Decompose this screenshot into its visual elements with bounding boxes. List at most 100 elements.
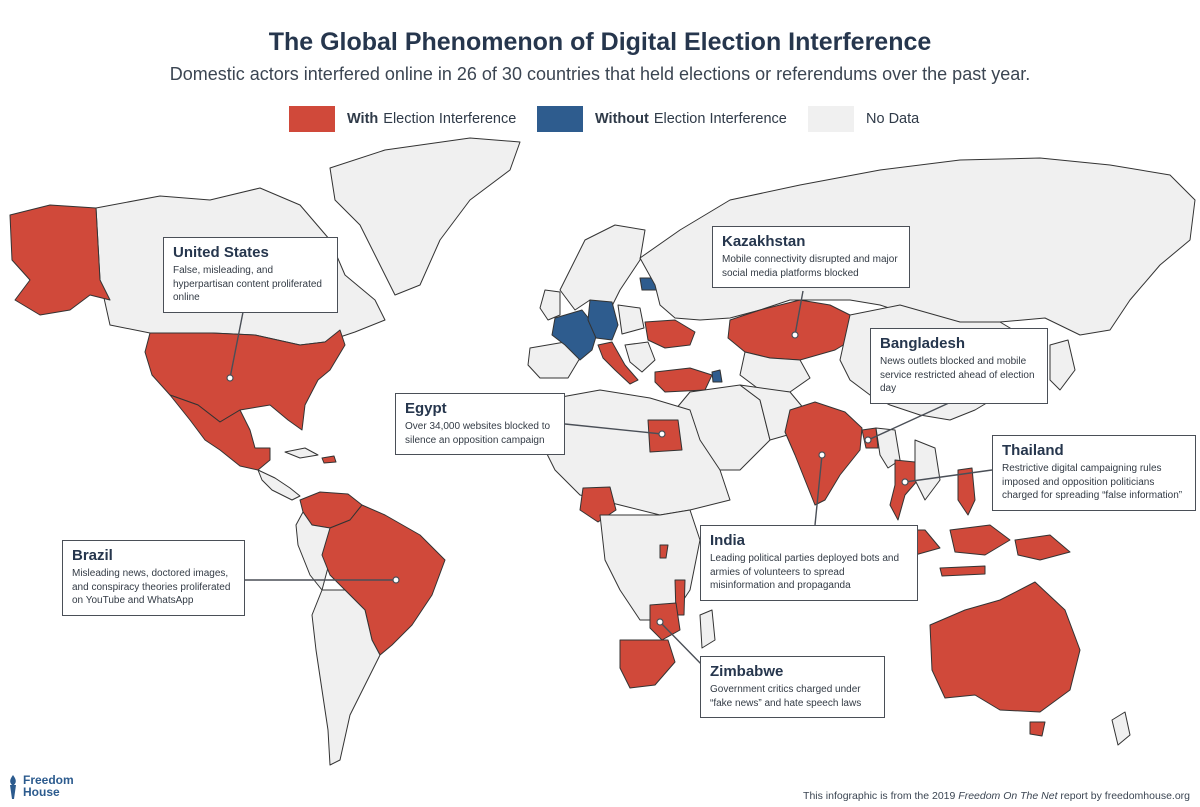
egypt — [647, 419, 683, 453]
kazakhstan-dot — [791, 331, 799, 339]
callout-brazil-text: Misleading news, doctored images, and co… — [72, 568, 231, 606]
footer-note-prefix: This infographic is from the 2019 — [803, 790, 956, 802]
logo-line-1: Freedom — [23, 773, 74, 787]
callout-zimbabwe-text: Government critics charged under “fake n… — [710, 684, 862, 709]
kazakhstan-leader — [794, 290, 804, 336]
central-asia — [739, 351, 811, 393]
central-america — [257, 469, 301, 501]
callout-brazil-title: Brazil — [72, 547, 113, 564]
zimbabwe-leader — [659, 621, 706, 669]
legend-without-text: Election Interference — [653, 111, 787, 127]
indonesia-papua — [1014, 534, 1071, 561]
callout-india: India Leading political parties deployed… — [700, 525, 918, 601]
callout-kazakhstan-title: Kazakhstan — [722, 233, 806, 250]
egypt-leader — [564, 423, 663, 435]
alaska — [9, 204, 111, 316]
south-africa — [619, 639, 676, 689]
japan — [1049, 339, 1076, 391]
madagascar — [699, 609, 716, 649]
thailand-dot — [901, 478, 909, 486]
greenland — [329, 137, 521, 296]
footer-note-suffix: report by freedomhouse.org — [1060, 790, 1190, 802]
brazil-dot — [392, 576, 400, 584]
indonesia-east — [949, 524, 1011, 556]
germany — [587, 299, 619, 341]
logo-text: Freedom House — [23, 774, 74, 798]
france — [551, 309, 599, 361]
map-subtitle: Domestic actors interfered online in 26 … — [169, 64, 1031, 84]
callout-bangladesh: Bangladesh News outlets blocked and mobi… — [870, 328, 1048, 404]
poland — [617, 304, 645, 335]
uk — [539, 289, 561, 321]
thailand — [889, 459, 919, 521]
callout-egypt: Egypt Over 34,000 websites blocked to si… — [395, 393, 565, 455]
india-leader — [814, 454, 823, 526]
legend-with-interference: With Election Interference — [289, 106, 516, 132]
legend-without-interference: Without Election Interference — [537, 106, 787, 132]
cuba — [284, 447, 319, 459]
callout-kazakhstan-text: Mobile connectivity disrupted and major … — [722, 254, 898, 279]
callout-us-text: False, misleading, and hyperpartisan con… — [173, 265, 322, 303]
thailand-leader — [904, 469, 993, 483]
armenia — [711, 369, 723, 383]
legend: With Election Interference Without Elect… — [0, 106, 1200, 132]
legend-swatch-blue — [537, 106, 583, 132]
drc-red-sliver — [659, 544, 669, 559]
callout-thailand: Thailand Restrictive digital campaigning… — [992, 435, 1196, 511]
legend-no-data-text: No Data — [866, 111, 920, 127]
callout-india-text: Leading political parties deployed bots … — [710, 553, 900, 591]
egypt-dot — [658, 430, 666, 438]
callout-zimbabwe-title: Zimbabwe — [710, 663, 784, 680]
callout-thailand-title: Thailand — [1002, 442, 1064, 459]
indochina — [914, 439, 941, 501]
map-title: The Global Phenomenon of Digital Electio… — [268, 28, 932, 56]
torch-icon — [10, 775, 16, 799]
callout-us-title: United States — [173, 244, 269, 261]
callout-thailand-text: Restrictive digital campaigning rules im… — [1002, 463, 1183, 501]
world-map — [9, 137, 1196, 766]
bangladesh-leader — [867, 396, 963, 441]
ukraine — [644, 319, 696, 349]
footer-source-note: This infographic is from the 2019 Freedo… — [803, 790, 1190, 802]
freedom-house-logo: Freedom House — [6, 774, 74, 800]
africa-north — [539, 389, 731, 516]
legend-swatch-gray — [808, 106, 854, 132]
callout-india-title: India — [710, 532, 746, 549]
legend-without-bold: Without — [595, 111, 649, 127]
callout-egypt-title: Egypt — [405, 400, 447, 417]
callout-bangladesh-text: News outlets blocked and mobile service … — [880, 356, 1035, 394]
us-dot — [226, 374, 234, 382]
bangladesh-dot — [864, 436, 872, 444]
callout-kazakhstan: Kazakhstan Mobile connectivity disrupted… — [712, 226, 910, 288]
zimbabwe-dot — [656, 618, 664, 626]
mexico — [169, 394, 271, 471]
balkans — [624, 341, 656, 373]
legend-no-data: No Data — [808, 106, 919, 132]
russia — [639, 157, 1196, 336]
philippines — [957, 467, 976, 516]
logo-line-2: House — [23, 785, 60, 799]
us-leader — [229, 301, 246, 379]
zimbabwe-region — [649, 602, 681, 641]
united-states — [144, 329, 346, 431]
southern-cone — [311, 589, 381, 766]
india-dot — [818, 451, 826, 459]
legend-swatch-red — [289, 106, 335, 132]
footer-note-report: Freedom On The Net — [958, 790, 1058, 802]
callout-brazil: Brazil Misleading news, doctored images,… — [62, 540, 245, 616]
callout-united-states: United States False, misleading, and hyp… — [163, 237, 338, 313]
caribbean-red — [321, 455, 337, 464]
africa-central — [599, 509, 701, 621]
italy — [597, 341, 639, 385]
australia — [929, 581, 1081, 713]
callout-zimbabwe: Zimbabwe Government critics charged unde… — [700, 656, 885, 718]
turkey — [654, 367, 713, 393]
legend-with-bold: With — [347, 111, 379, 127]
new-zealand — [1111, 711, 1131, 746]
indonesia-islands — [939, 565, 986, 577]
scandinavia — [559, 224, 646, 311]
callout-bangladesh-title: Bangladesh — [880, 335, 966, 352]
tasmania — [1029, 721, 1046, 737]
callout-egypt-text: Over 34,000 websites blocked to silence … — [405, 421, 551, 446]
legend-with-text: Election Interference — [383, 111, 517, 127]
